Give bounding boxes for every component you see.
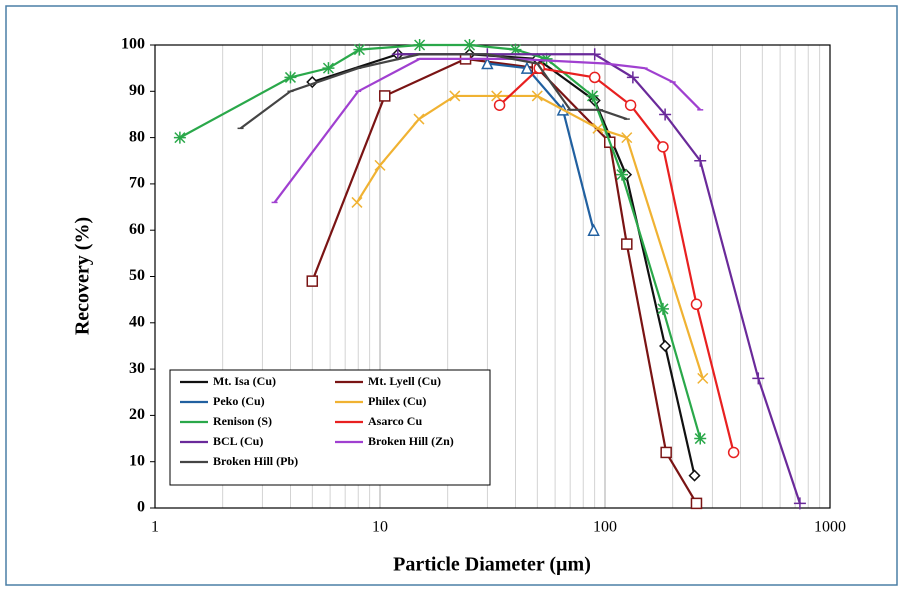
data-point [322, 62, 334, 74]
legend-label: Mt. Lyell (Cu) [368, 374, 441, 388]
legend-label: Philex (Cu) [368, 394, 426, 408]
chart: Particle Diameter (µm) Recovery (%) 1 10 1… [0, 0, 904, 592]
x-tick-label: 100 [593, 519, 617, 536]
y-tick-label: 30 [129, 360, 145, 377]
data-point [464, 39, 476, 51]
data-point [414, 39, 426, 51]
y-tick-label: 20 [129, 406, 145, 423]
data-point [284, 71, 296, 83]
legend-label: Broken Hill (Zn) [368, 434, 454, 448]
y-tick-label: 50 [129, 267, 145, 284]
y-tick-label: 90 [129, 82, 145, 99]
legend-label: BCL (Cu) [213, 434, 263, 448]
y-tick-label: 100 [121, 36, 145, 53]
data-point [307, 276, 317, 286]
legend-label: Peko (Cu) [213, 394, 265, 408]
y-tick-label: 10 [129, 452, 145, 469]
y-tick-label: 60 [129, 221, 145, 238]
data-point [587, 90, 599, 102]
x-tick-label: 10 [372, 519, 388, 536]
data-point [729, 447, 739, 457]
x-tick-label: 1000 [814, 519, 846, 536]
data-point [590, 72, 600, 82]
y-axis-label: Recovery (%) [72, 217, 94, 335]
legend-label: Renison (S) [213, 414, 272, 428]
legend-label: Broken Hill (Pb) [213, 454, 298, 468]
data-point [658, 142, 668, 152]
legend: Mt. Isa (Cu) Mt. Lyell (Cu) Peko (Cu) Phile… [170, 370, 490, 485]
data-point [174, 132, 186, 144]
y-tick-label: 70 [129, 175, 145, 192]
legend-label: Asarco Cu [368, 414, 422, 428]
data-point [691, 299, 701, 309]
y-tick-label: 40 [129, 313, 145, 330]
data-point [657, 303, 669, 315]
y-tick-label: 80 [129, 128, 145, 145]
data-point [626, 100, 636, 110]
data-point [353, 44, 365, 56]
data-point [616, 169, 628, 181]
y-tick-label: 0 [137, 499, 145, 516]
data-point [661, 447, 671, 457]
data-point [694, 433, 706, 445]
x-axis-label: Particle Diameter (µm) [393, 554, 591, 576]
data-point [380, 91, 390, 101]
x-tick-label: 1 [151, 519, 159, 536]
data-point [691, 498, 701, 508]
data-point [622, 239, 632, 249]
data-point [495, 100, 505, 110]
legend-label: Mt. Isa (Cu) [213, 374, 276, 388]
